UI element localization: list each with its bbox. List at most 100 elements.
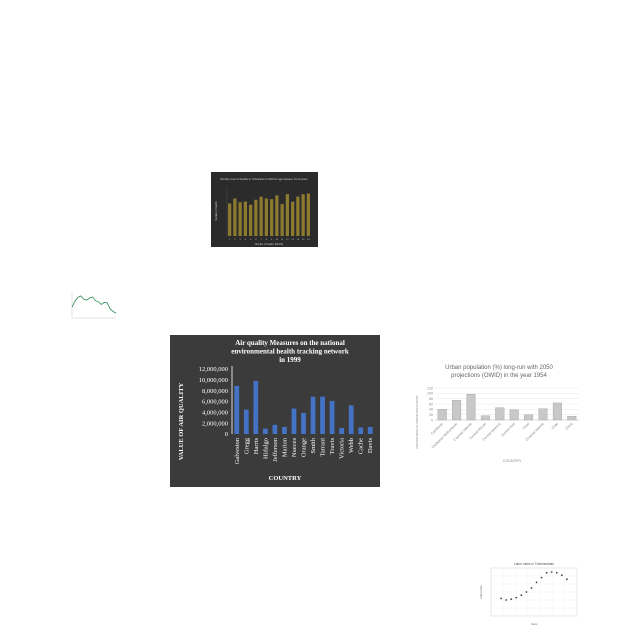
- x-tick-label: Smith: [310, 437, 317, 453]
- x-tick-label: Nueces: [291, 438, 298, 458]
- bar: [339, 428, 345, 434]
- x-tick-label: Hidalgo: [262, 438, 269, 459]
- x-tick-label: Marion: [281, 437, 288, 457]
- x-tick-label: 15: [302, 239, 305, 241]
- data-point: [535, 581, 538, 584]
- x-tick-label: 11: [281, 239, 284, 241]
- x-tick-label: 12: [286, 239, 289, 241]
- data-point: [545, 571, 548, 574]
- bar: [348, 405, 354, 434]
- bar: [538, 408, 548, 421]
- x-tick-label: Cache: [358, 438, 365, 454]
- x-tick-label: 4: [245, 239, 247, 241]
- bar: [243, 409, 249, 434]
- chart-title: Monthly count of Deaths in Uzbekistan in…: [220, 177, 308, 181]
- chart-line-small: [66, 287, 119, 324]
- x-tick-label: Webb: [348, 438, 355, 453]
- data-point: [550, 571, 553, 573]
- bar: [509, 409, 519, 421]
- x-tick-label: 3: [240, 239, 242, 241]
- chart-deaths-svg: Monthly count of Deaths in Uzbekistan in…: [215, 177, 310, 246]
- bar: [301, 412, 306, 434]
- data-point: [530, 587, 533, 589]
- chart-title-line: Air quality Measures on the national: [235, 339, 345, 347]
- x-tick-label: Jefferson: [272, 437, 279, 461]
- bar: [264, 198, 269, 236]
- bar: [243, 201, 248, 236]
- x-tick-label: Gregg: [243, 437, 250, 454]
- x-axis-label: Years: [531, 622, 538, 626]
- bar: [495, 407, 505, 421]
- y-tick-label: 8,000,000: [202, 388, 228, 395]
- chart-urban-population-svg: Urban population (%) long-run with 2050 p…: [415, 365, 579, 463]
- bar: [285, 194, 290, 236]
- bar: [238, 202, 242, 236]
- bar: [552, 402, 562, 421]
- x-tick-label: Davis: [367, 438, 374, 454]
- x-tick-label: Victoria: [339, 438, 346, 459]
- bar: [254, 199, 258, 236]
- y-axis-label: Labor index: [479, 585, 483, 599]
- x-tick-label: Chad: [522, 422, 531, 431]
- bar: [524, 414, 534, 421]
- y-tick-label: 60: [429, 402, 433, 406]
- y-tick-label: 100: [427, 392, 433, 396]
- chart-labor-index: Labor index in Turkmenistan Labor index Ye…: [478, 559, 581, 629]
- chart-title-line: in 1999: [279, 356, 301, 364]
- y-tick-label: 120: [427, 386, 433, 390]
- series-line: [71, 295, 117, 314]
- y-tick-label: 0: [431, 418, 433, 422]
- x-tick-label: Caribbean Netherlands: [431, 422, 459, 450]
- data-point: [555, 571, 558, 574]
- data-point: [510, 598, 513, 601]
- bar: [275, 195, 279, 236]
- y-tick-label: 10,000,000: [199, 377, 228, 384]
- chart-title-line: environmental health tracking network: [231, 348, 349, 356]
- x-tick-label: Central Asia: [500, 422, 516, 438]
- x-tick-label: Harris: [253, 438, 260, 455]
- bar: [466, 393, 476, 421]
- y-tick-label: 0: [225, 431, 228, 438]
- chart-air-quality: Air quality Measures on the national envi…: [170, 335, 380, 487]
- chart-urban-population: Urban population (%) long-run with 2050 p…: [413, 360, 585, 472]
- y-axis-label: PERCENTAGE OF URBAN POPULATION: [415, 396, 419, 449]
- x-axis-label: COUNTRY: [269, 475, 302, 482]
- bar: [296, 196, 300, 236]
- chart-title-line: projections (OWID) in the year 1954: [451, 373, 547, 379]
- x-tick-label: Travis: [329, 438, 336, 455]
- bar: [480, 415, 490, 421]
- plot-frame: [490, 567, 578, 617]
- bar: [310, 396, 316, 434]
- bar: [358, 427, 364, 434]
- bar: [291, 408, 297, 434]
- chart-line-svg: [71, 291, 117, 319]
- x-tick-label: 6: [255, 239, 257, 241]
- y-tick-label: 6,000,000: [202, 399, 228, 406]
- x-tick-label: 8: [266, 239, 268, 241]
- bar: [248, 204, 253, 236]
- y-tick-label: 20: [429, 413, 433, 417]
- bar: [227, 203, 232, 236]
- chart-deaths-uzbekistan: Monthly count of Deaths in Uzbekistan in…: [211, 172, 318, 247]
- bar: [262, 428, 268, 434]
- data-point: [505, 599, 508, 601]
- bar: [253, 380, 259, 434]
- y-axis-label: Number of Deaths: [215, 200, 218, 220]
- x-tick-label: Galveston: [234, 437, 241, 464]
- bar: [452, 400, 462, 421]
- x-tick-label: 1: [229, 239, 231, 241]
- y-tick-label: 4,000,000: [202, 410, 228, 417]
- x-tick-label: Chile: [551, 422, 559, 430]
- chart-title-line: Urban population (%) long-run with 2050: [445, 365, 553, 371]
- data-point: [520, 594, 523, 597]
- bar: [233, 198, 237, 236]
- x-tick-label: 7: [261, 239, 263, 241]
- x-tick-label: 10: [276, 239, 279, 241]
- x-tick-label: 9: [271, 239, 273, 241]
- x-tick-label: 2: [234, 239, 236, 241]
- chart-air-quality-svg: Air quality Measures on the nationalenvi…: [178, 339, 374, 482]
- y-tick-label: 80: [429, 397, 433, 401]
- bar: [259, 196, 263, 236]
- data-point: [565, 578, 568, 581]
- x-tick-label: Tarrant: [320, 438, 327, 457]
